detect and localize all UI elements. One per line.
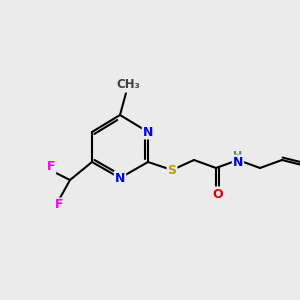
Text: F: F — [47, 160, 55, 173]
Text: CH₃: CH₃ — [116, 79, 140, 92]
Text: S: S — [167, 164, 176, 176]
Text: F: F — [55, 199, 63, 212]
Text: N: N — [233, 155, 243, 169]
Text: N: N — [115, 172, 125, 184]
Text: O: O — [212, 188, 223, 200]
Text: H: H — [233, 151, 243, 161]
Text: N: N — [143, 125, 153, 139]
